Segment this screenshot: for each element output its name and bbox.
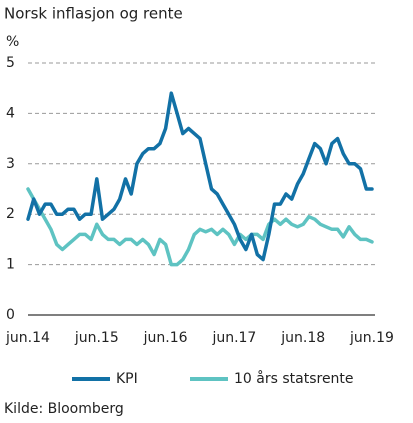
chart-title: Norsk inflasjon og rente [4,5,183,23]
legend-label: KPI [116,371,138,387]
y-tick-label: 4 [6,105,15,121]
x-tick-label: jun.14 [5,330,50,346]
x-tick-label: jun.18 [280,330,325,346]
legend-label: 10 års statsrente [234,370,354,387]
x-tick-label: jun.15 [74,330,119,346]
y-tick-label: 5 [6,55,15,71]
x-tick-label: jun.16 [143,330,188,346]
y-tick-label: 2 [6,206,15,222]
y-axis-label: % [6,34,19,50]
line-series [26,91,374,262]
x-tick-label: jun.19 [349,330,394,346]
y-tick-label: 3 [6,156,15,172]
line-series [26,187,374,267]
x-tick-label: jun.17 [211,330,256,346]
y-tick-label: 1 [6,257,15,273]
source: Kilde: Bloomberg [4,401,124,417]
y-tick-label: 0 [6,307,15,323]
